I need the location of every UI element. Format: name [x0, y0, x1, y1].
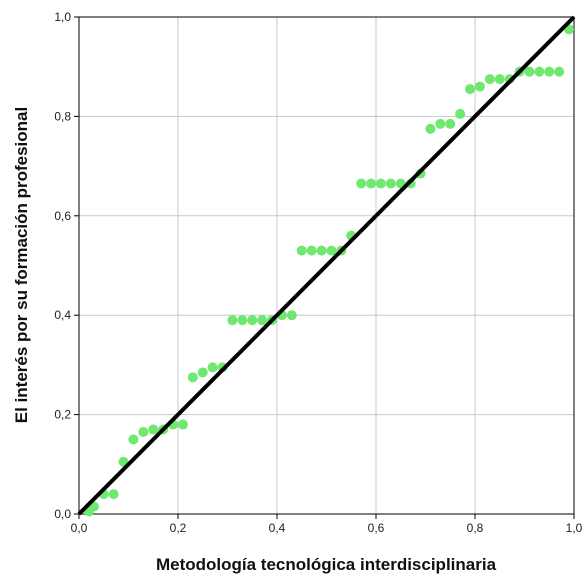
- grid-lines: [79, 17, 574, 514]
- x-axis-title: Metodología tecnológica interdisciplinar…: [156, 555, 497, 574]
- data-points: [83, 24, 575, 517]
- x-tick-label: 0,8: [467, 521, 484, 535]
- data-point: [306, 245, 317, 256]
- data-point: [435, 118, 446, 129]
- y-tick-label: 0,0: [54, 507, 71, 521]
- data-point: [425, 123, 436, 134]
- y-tick-label: 1,0: [54, 10, 71, 24]
- data-point: [385, 178, 396, 189]
- reference-line: [77, 15, 576, 516]
- y-tick-label: 0,6: [54, 209, 71, 223]
- x-tick-label: 0,4: [269, 521, 286, 535]
- data-point: [138, 426, 149, 437]
- data-point: [237, 315, 248, 326]
- data-point: [227, 315, 238, 326]
- data-point: [148, 424, 159, 435]
- data-point: [108, 489, 119, 500]
- data-point: [187, 372, 198, 383]
- data-point: [465, 84, 476, 95]
- data-point: [445, 118, 456, 129]
- plot-frame: [78, 16, 575, 515]
- data-point: [494, 74, 505, 85]
- data-point: [257, 315, 268, 326]
- data-point: [455, 108, 466, 119]
- data-point: [366, 178, 377, 189]
- x-tick-label: 0,6: [368, 521, 385, 535]
- data-point: [356, 178, 367, 189]
- data-point: [128, 434, 139, 445]
- y-tick-label: 0,2: [54, 408, 71, 422]
- data-point: [554, 66, 565, 77]
- data-point: [524, 66, 535, 77]
- x-tick-labels: 0,0 0,2 0,4 0,6 0,8 1,0: [71, 514, 583, 535]
- data-point: [197, 367, 208, 378]
- data-point: [326, 245, 337, 256]
- x-tick-label: 0,0: [71, 521, 88, 535]
- data-point: [177, 419, 188, 430]
- data-point: [534, 66, 545, 77]
- x-tick-label: 0,2: [170, 521, 187, 535]
- y-tick-label: 0,8: [54, 109, 71, 123]
- data-point: [247, 315, 258, 326]
- data-point: [296, 245, 307, 256]
- data-point: [316, 245, 327, 256]
- data-point: [544, 66, 555, 77]
- y-tick-label: 0,4: [54, 308, 71, 322]
- data-point: [375, 178, 386, 189]
- data-point: [207, 362, 218, 373]
- y-axis-title: El interés por su formación profesional: [12, 107, 31, 423]
- y-tick-labels: 0,0 0,2 0,4 0,6 0,8 1,0: [54, 10, 79, 521]
- data-point: [286, 310, 297, 321]
- data-point: [484, 74, 495, 85]
- x-tick-label: 1,0: [566, 521, 583, 535]
- data-point: [474, 81, 485, 92]
